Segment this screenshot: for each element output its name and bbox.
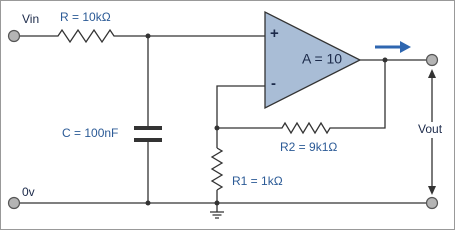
vout-bg <box>417 122 449 138</box>
label: - <box>271 75 276 92</box>
ground-symbol <box>210 203 224 219</box>
junction <box>145 200 151 206</box>
junction <box>145 33 151 39</box>
label: R1 = 1kΩ <box>232 174 283 188</box>
capacitor-plate <box>134 138 162 142</box>
junction <box>214 125 220 131</box>
input-wire <box>14 28 265 44</box>
label: A = 10 <box>302 51 342 67</box>
label: Vin <box>22 12 39 26</box>
terminal <box>7 29 21 43</box>
label: + <box>270 25 279 42</box>
label: Vout <box>418 122 443 136</box>
circuit-diagram: Vin R = 10kΩ C = 100nF + - A = 10 R2 = 9… <box>0 0 455 230</box>
arrow-head <box>428 69 436 78</box>
r1 <box>210 147 224 191</box>
op-amp <box>264 10 362 110</box>
capacitor-plate <box>134 126 162 130</box>
frame <box>0 0 455 230</box>
terminal <box>7 196 21 210</box>
arrow-head <box>400 41 411 53</box>
junction <box>382 57 388 63</box>
label: R = 10kΩ <box>60 10 111 24</box>
r1-gap <box>212 148 222 190</box>
label: R2 = 9k1Ω <box>280 140 337 154</box>
label: C = 100nF <box>62 126 118 140</box>
arrow-head <box>428 186 436 195</box>
label: 0v <box>22 185 35 199</box>
terminal <box>425 196 439 210</box>
junction <box>214 200 220 206</box>
terminal <box>425 53 439 67</box>
